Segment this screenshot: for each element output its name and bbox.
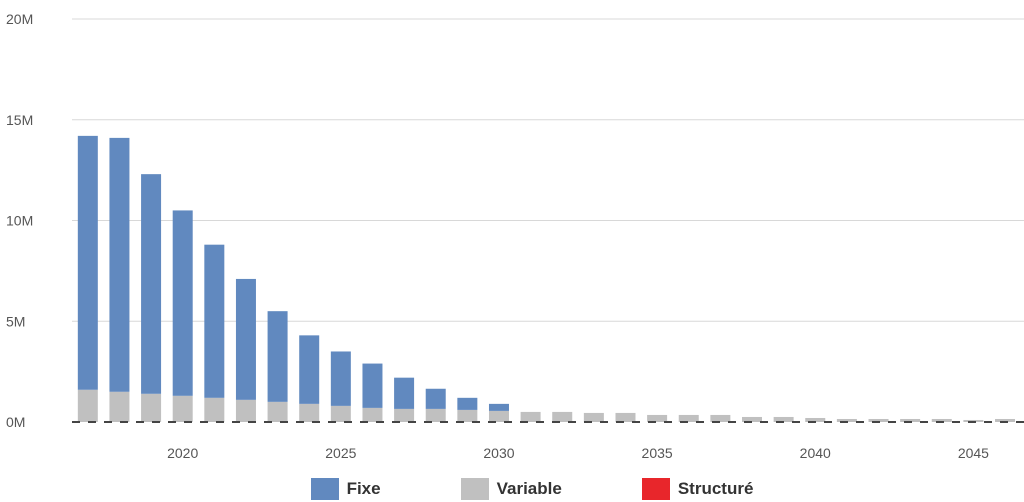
bar-variable-2046[interactable]: [995, 418, 1016, 422]
bar-variable-2030[interactable]: [488, 410, 509, 422]
bar-variable-2022[interactable]: [235, 399, 256, 422]
bar-variable-2044[interactable]: [931, 418, 952, 422]
legend-item-variable[interactable]: Variable: [421, 478, 562, 500]
bar-fixe-2019[interactable]: [141, 174, 162, 394]
bar-fixe-2021[interactable]: [204, 244, 225, 398]
bar-fixe-2018[interactable]: [109, 137, 130, 392]
legend-swatch-variable: [460, 478, 489, 500]
gridlines: [72, 18, 1024, 322]
bar-fixe-2020[interactable]: [172, 210, 193, 396]
bar-fixe-2029[interactable]: [457, 397, 478, 410]
x-tick-label: 2030: [483, 445, 514, 461]
bar-variable-2045[interactable]: [963, 419, 984, 422]
y-tick-label: 20M: [6, 11, 33, 27]
legend-item-fixe[interactable]: Fixe: [271, 478, 381, 500]
bar-variable-2017[interactable]: [77, 389, 98, 422]
x-tick-label: 2045: [958, 445, 989, 461]
bar-variable-2033[interactable]: [583, 412, 604, 422]
bar-variable-2021[interactable]: [204, 397, 225, 422]
bar-fixe-2030[interactable]: [488, 403, 509, 411]
x-tick-label: 2035: [642, 445, 673, 461]
bar-variable-2019[interactable]: [141, 393, 162, 422]
bar-variable-2028[interactable]: [425, 408, 446, 422]
bar-fixe-2017[interactable]: [77, 135, 98, 390]
x-tick-label: 2025: [325, 445, 356, 461]
bar-variable-2041[interactable]: [836, 418, 857, 422]
bar-fixe-2023[interactable]: [267, 311, 288, 402]
y-tick-label: 10M: [6, 213, 33, 229]
y-axis-labels: 0M 5M 10M 15M 20M: [6, 11, 33, 430]
bar-variable-2026[interactable]: [362, 407, 383, 422]
bar-variable-2018[interactable]: [109, 391, 130, 422]
bar-variable-2027[interactable]: [394, 408, 415, 422]
legend-item-structure[interactable]: Structuré: [602, 478, 754, 500]
y-tick-label: 15M: [6, 112, 33, 128]
legend: Fixe Variable Structuré: [0, 476, 1024, 502]
bars: [77, 135, 1016, 422]
bar-variable-2020[interactable]: [172, 395, 193, 422]
x-axis-labels: 2020 2025 2030 2035 2040 2045: [167, 445, 989, 461]
bar-variable-2034[interactable]: [615, 412, 636, 422]
bar-fixe-2026[interactable]: [362, 363, 383, 408]
legend-label-fixe: Fixe: [346, 479, 381, 498]
bar-variable-2043[interactable]: [900, 418, 921, 422]
y-tick-label: 5M: [6, 313, 25, 329]
x-tick-label: 2040: [800, 445, 831, 461]
legend-swatch-fixe: [310, 478, 339, 500]
bar-variable-2035[interactable]: [647, 414, 668, 422]
bar-fixe-2025[interactable]: [330, 351, 351, 406]
bar-variable-2042[interactable]: [868, 418, 889, 422]
bar-variable-2031[interactable]: [520, 411, 541, 422]
bar-variable-2024[interactable]: [299, 403, 320, 422]
bar-variable-2037[interactable]: [710, 414, 731, 422]
legend-label-structure: Structuré: [677, 479, 754, 498]
bar-variable-2038[interactable]: [742, 416, 762, 422]
bar-variable-2039[interactable]: [773, 416, 794, 422]
bar-fixe-2022[interactable]: [235, 278, 256, 400]
bar-variable-2029[interactable]: [457, 409, 478, 422]
bar-fixe-2028[interactable]: [425, 388, 446, 409]
bar-fixe-2024[interactable]: [299, 335, 320, 404]
y-tick-label: 0M: [6, 414, 25, 430]
legend-swatch-structure: [641, 478, 670, 500]
bar-fixe-2027[interactable]: [394, 377, 415, 409]
bar-variable-2040[interactable]: [805, 417, 826, 422]
legend-label-variable: Variable: [496, 479, 562, 498]
x-tick-label: 2020: [167, 445, 198, 461]
bar-chart: 0M 5M 10M 15M 20M 2020 2025 2030 2035 2040 2045: [6, 11, 1024, 461]
bar-variable-2036[interactable]: [678, 414, 699, 422]
bar-variable-2023[interactable]: [267, 401, 288, 422]
bar-variable-2032[interactable]: [552, 411, 573, 422]
bar-variable-2025[interactable]: [330, 405, 351, 422]
